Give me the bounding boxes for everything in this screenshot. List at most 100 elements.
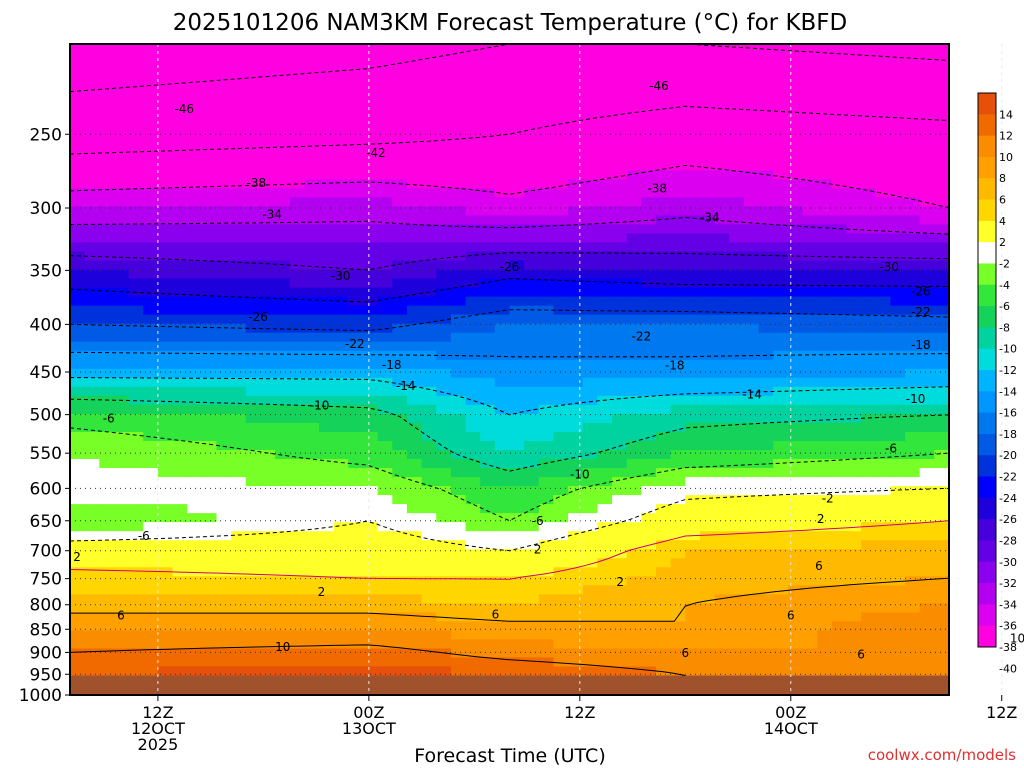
temperature-cell	[480, 504, 496, 514]
temperature-cell	[275, 125, 291, 136]
temperature-cell	[348, 179, 364, 190]
temperature-cell	[363, 504, 379, 514]
temperature-cell	[685, 657, 701, 668]
temperature-cell	[597, 134, 613, 145]
temperature-cell	[597, 107, 613, 117]
temperature-cell	[157, 531, 174, 542]
temperature-cell	[143, 206, 159, 217]
temperature-cell	[934, 341, 950, 352]
temperature-cell	[70, 134, 86, 145]
temperature-cell	[670, 612, 687, 623]
temperature-cell	[802, 657, 818, 668]
temperature-cell	[465, 134, 481, 145]
temperature-cell	[817, 648, 833, 659]
temperature-cell	[626, 116, 643, 126]
temperature-cell	[245, 368, 262, 379]
temperature-cell	[172, 431, 188, 442]
temperature-cell	[846, 440, 862, 451]
temperature-cell	[656, 125, 672, 136]
colorbar-swatch	[978, 284, 996, 307]
temperature-cell	[465, 422, 481, 433]
temperature-cell	[626, 305, 643, 316]
temperature-cell	[406, 449, 423, 460]
temperature-cell	[582, 612, 599, 623]
temperature-cell	[905, 161, 921, 172]
temperature-cell	[128, 188, 145, 199]
temperature-cell	[905, 116, 921, 126]
temperature-cell	[538, 440, 555, 451]
temperature-cell	[641, 612, 657, 623]
temperature-cell	[450, 107, 467, 117]
temperature-cell	[890, 567, 906, 578]
temperature-cell	[538, 188, 555, 199]
temperature-cell	[699, 359, 716, 370]
temperature-cell	[861, 639, 877, 650]
temperature-cell	[245, 449, 262, 460]
temperature-cell	[421, 657, 438, 668]
temperature-cell	[685, 296, 701, 307]
temperature-cell	[773, 44, 789, 54]
temperature-cell	[802, 215, 818, 226]
temperature-cell	[612, 468, 628, 478]
temperature-cell	[934, 549, 950, 560]
temperature-cell	[846, 431, 862, 442]
isotherm-line	[69, 105, 950, 155]
temperature-cell	[436, 522, 452, 532]
colorbar-label: -18	[999, 428, 1017, 441]
temperature-cell	[729, 116, 745, 126]
temperature-cell	[70, 368, 86, 379]
temperature-cell	[421, 71, 438, 81]
temperature-cell	[553, 53, 569, 63]
temperature-cell	[919, 495, 936, 505]
temperature-cell	[84, 504, 101, 514]
temperature-cell	[465, 377, 481, 388]
temperature-cell	[245, 260, 262, 271]
temperature-cell	[450, 170, 467, 181]
temperature-cell	[787, 116, 804, 126]
temperature-cell	[363, 143, 379, 154]
temperature-cell	[656, 89, 672, 99]
temperature-cell	[480, 468, 496, 478]
temperature-cell	[626, 323, 643, 334]
temperature-cell	[216, 594, 232, 605]
temperature-cell	[905, 486, 921, 496]
temperature-cell	[509, 107, 525, 117]
temperature-cell	[597, 440, 613, 451]
temperature-cell	[934, 215, 950, 226]
temperature-cell	[758, 495, 774, 505]
temperature-cell	[905, 197, 921, 208]
temperature-cell	[524, 134, 540, 145]
temperature-cell	[524, 567, 540, 578]
temperature-cell	[333, 278, 350, 289]
temperature-cell	[494, 666, 511, 677]
temperature-cell	[670, 558, 687, 569]
temperature-cell	[597, 260, 613, 271]
colorbar-label: -22	[999, 471, 1017, 484]
temperature-cell	[919, 522, 936, 532]
temperature-cell	[319, 513, 335, 523]
temperature-cell	[319, 531, 335, 542]
temperature-cell	[70, 206, 86, 217]
temperature-cell	[538, 621, 555, 632]
temperature-cell	[524, 657, 540, 668]
temperature-cell	[245, 404, 262, 415]
temperature-cell	[157, 504, 174, 514]
temperature-cell	[201, 422, 218, 433]
temperature-cell	[143, 495, 159, 505]
colorbar-label: -40	[999, 662, 1017, 675]
temperature-cell	[231, 197, 247, 208]
temperature-cell	[245, 567, 262, 578]
temperature-cell	[319, 621, 335, 632]
temperature-cell	[934, 62, 950, 72]
temperature-cell	[568, 332, 584, 343]
temperature-cell	[172, 71, 188, 81]
temperature-cell	[319, 639, 335, 650]
temperature-cell	[157, 585, 174, 596]
temperature-cell	[377, 657, 394, 668]
temperature-cell	[304, 657, 320, 668]
temperature-cell	[905, 549, 921, 560]
temperature-cell	[143, 621, 159, 632]
temperature-cell	[553, 242, 569, 253]
temperature-cell	[363, 486, 379, 496]
temperature-cell	[699, 377, 716, 388]
